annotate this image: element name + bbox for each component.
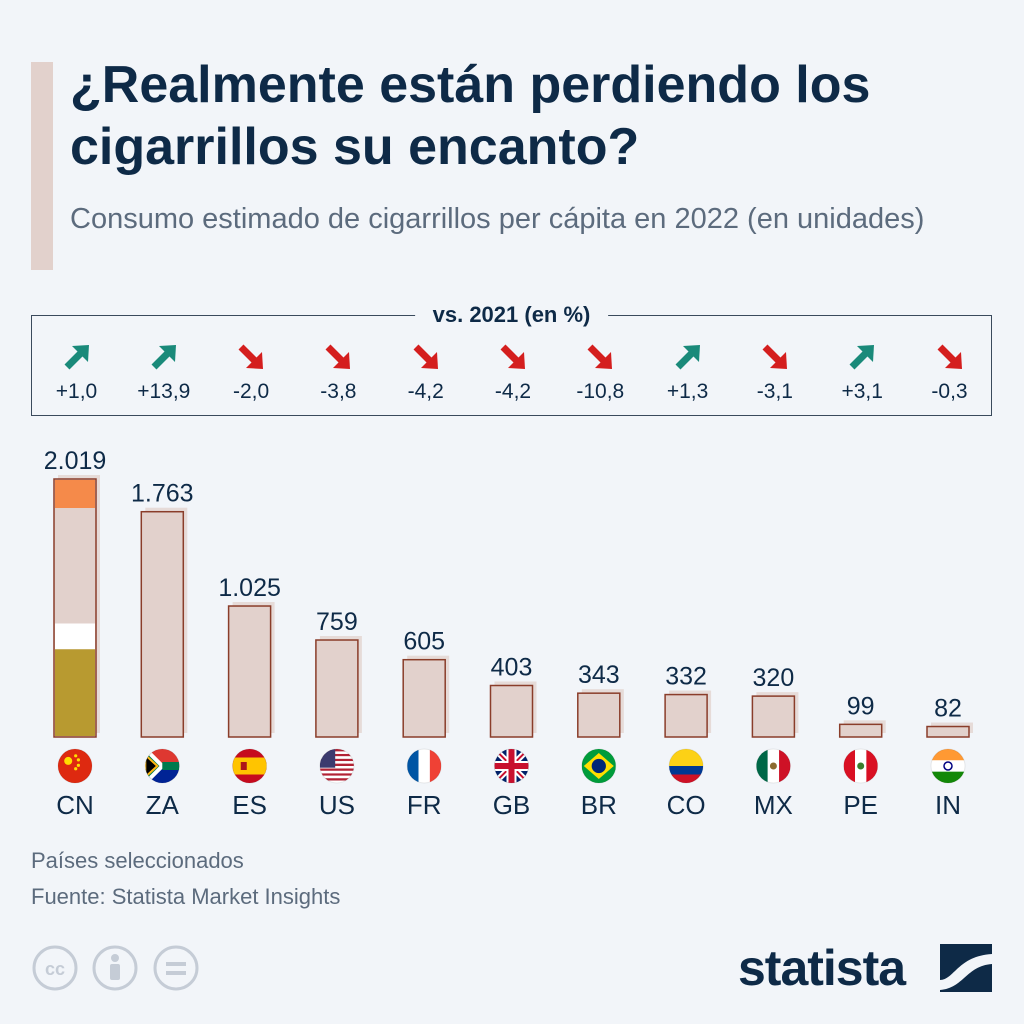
change-value: +3,1: [841, 380, 883, 403]
title-accent-bar: [31, 62, 53, 270]
category-label: MX: [754, 790, 793, 820]
flag-br-icon: [581, 749, 616, 783]
change-value: -3,1: [756, 380, 793, 403]
statista-wordmark: statista: [738, 940, 906, 996]
bar-us: [315, 639, 359, 738]
change-value: -10,8: [576, 380, 625, 403]
arrow-down-right-icon: [325, 344, 351, 369]
change-value: -2,0: [233, 380, 270, 403]
bar-chart: 2.019 CN 1.763 ZA 1.025 ES 759 US 605 FR 403 GB 343 B…: [44, 447, 973, 820]
change-item: -3,8: [295, 340, 382, 404]
bar-value-label: 605: [403, 628, 445, 656]
bar-value-label: 343: [578, 661, 620, 689]
arrow-down-right-icon: [500, 344, 525, 369]
arrow-up-right-icon: [849, 345, 875, 370]
chart-title: ¿Realmente están perdiendo los cigarrill…: [70, 56, 871, 176]
change-item: +1,3: [644, 340, 731, 404]
change-value: +1,0: [55, 380, 98, 403]
bar-value-label: 759: [316, 608, 358, 636]
category-label: IN: [935, 790, 961, 820]
bar-value-label: 403: [491, 654, 533, 682]
arrow-up-right-icon: [64, 345, 89, 370]
flag-za-icon: [145, 749, 180, 783]
bar-value-label: 99: [847, 692, 875, 720]
flag-co-icon: [669, 749, 704, 783]
bar-in: [926, 725, 970, 738]
category-label: FR: [407, 790, 442, 820]
change-value: -4,2: [494, 380, 532, 403]
change-panel: vs. 2021 (en %) +1,0 +13,9 -2,0 -3,8 -4,2 -4,…: [31, 302, 993, 416]
cigarette-band: [55, 623, 95, 650]
bar-co: [664, 693, 708, 738]
flag-pe-icon: [843, 749, 878, 783]
change-item: -3,1: [731, 340, 818, 404]
bar-gb: [489, 684, 534, 738]
statista-mark-icon: [940, 944, 992, 992]
change-item: +1,0: [33, 340, 120, 404]
attribution-icon[interactable]: [91, 944, 139, 992]
footer-source: Fuente: Statista Market Insights: [31, 884, 341, 909]
change-item: -2,0: [208, 340, 295, 404]
flag-gb-icon: [494, 749, 529, 783]
footer-note: Países seleccionados: [31, 848, 244, 873]
license-icons: cc: [31, 944, 208, 997]
no-derivatives-icon[interactable]: [152, 944, 200, 992]
category-label: CO: [667, 790, 706, 820]
bar-pe: [838, 723, 883, 738]
chart-subtitle: Consumo estimado de cigarrillos per cápi…: [70, 203, 925, 235]
flag-cn-icon: [58, 749, 92, 783]
bar-value-label: 1.763: [131, 480, 194, 508]
svg-text:cc: cc: [45, 959, 65, 979]
category-label: BR: [581, 790, 617, 820]
bar-value-label: 2.019: [44, 447, 107, 475]
category-label: ZA: [146, 790, 180, 820]
change-item: -0,3: [906, 340, 993, 404]
change-value: +13,9: [137, 380, 191, 403]
bar-mx: [751, 695, 796, 738]
arrow-down-right-icon: [762, 344, 787, 369]
change-item: -4,2: [470, 340, 557, 404]
category-label: GB: [493, 790, 531, 820]
arrow-up-right-icon: [151, 345, 176, 370]
cigarette-tip: [55, 480, 95, 508]
change-value: -0,3: [931, 380, 968, 403]
arrow-down-right-icon: [238, 344, 264, 369]
change-value: -4,2: [407, 380, 444, 403]
arrow-down-right-icon: [937, 344, 962, 369]
flag-mx-icon: [756, 749, 791, 783]
change-item: -10,8: [557, 340, 644, 404]
flag-us-icon: [319, 749, 354, 783]
change-item: +3,1: [819, 340, 906, 404]
category-label: ES: [232, 790, 267, 820]
change-value: +1,3: [666, 380, 709, 403]
category-label: US: [319, 790, 355, 820]
change-item: +13,9: [120, 340, 207, 404]
bar-value-label: 332: [665, 663, 707, 691]
flag-fr-icon: [407, 749, 442, 783]
arrow-down-right-icon: [587, 344, 613, 369]
category-label: PE: [843, 790, 878, 820]
change-value: -3,8: [320, 380, 357, 403]
arrow-down-right-icon: [413, 344, 438, 369]
bar-es: [227, 605, 272, 738]
category-label: CN: [56, 790, 94, 820]
bar-fr: [402, 658, 446, 738]
bar-value-label: 320: [753, 664, 795, 692]
arrow-up-right-icon: [675, 345, 700, 370]
cigarette-filter: [55, 649, 95, 736]
change-item: -4,2: [382, 340, 469, 404]
bar-br: [577, 692, 621, 738]
bar-za: [140, 510, 185, 738]
bar-value-label: 1.025: [218, 574, 281, 602]
flag-es-icon: [232, 749, 267, 783]
flag-in-icon: [931, 749, 965, 783]
bar-value-label: 82: [934, 695, 962, 723]
cc-icon[interactable]: cc: [31, 944, 79, 992]
change-panel-title: vs. 2021 (en %): [414, 302, 609, 328]
